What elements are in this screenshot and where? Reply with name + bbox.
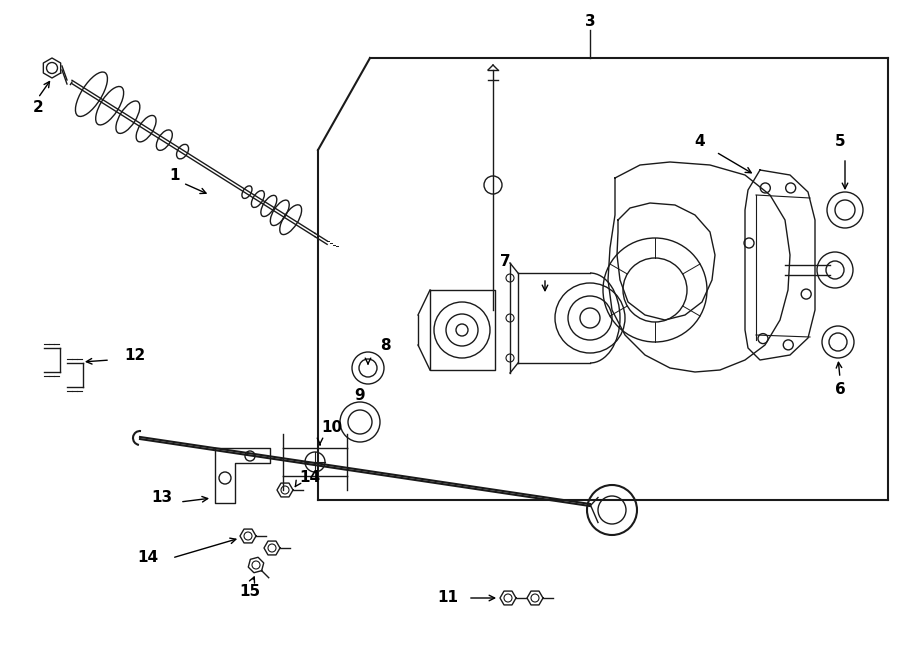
Text: 3: 3: [585, 15, 595, 30]
Text: 14: 14: [138, 551, 158, 566]
Text: 10: 10: [321, 420, 343, 436]
Text: 2: 2: [32, 100, 43, 116]
Text: 15: 15: [239, 584, 261, 600]
Text: 14: 14: [300, 471, 320, 485]
Text: 1: 1: [170, 167, 180, 182]
Text: 6: 6: [834, 383, 845, 397]
Text: 12: 12: [124, 348, 146, 362]
Text: 9: 9: [355, 387, 365, 403]
Text: 4: 4: [695, 134, 706, 149]
Text: 13: 13: [151, 490, 173, 506]
Text: 7: 7: [500, 254, 510, 270]
Text: 8: 8: [380, 338, 391, 352]
Text: 5: 5: [834, 134, 845, 149]
Text: 11: 11: [437, 590, 458, 605]
